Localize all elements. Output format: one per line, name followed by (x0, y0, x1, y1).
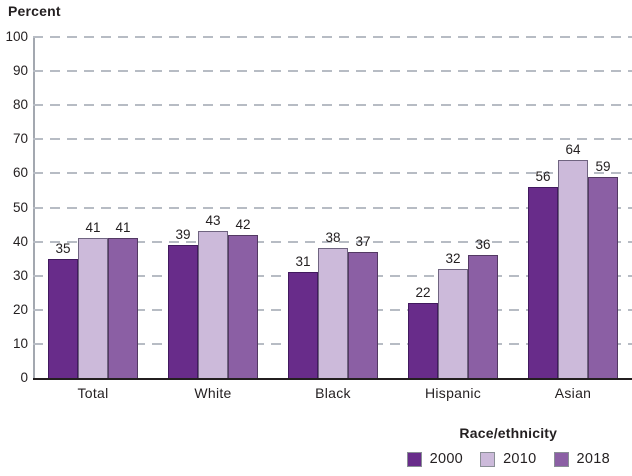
bar-total-2000 (48, 258, 78, 378)
bar-white-2010 (198, 231, 228, 378)
bar-hispanic-2018 (468, 255, 498, 378)
gridline (33, 70, 632, 73)
bar-value-label: 35 (55, 240, 71, 256)
y-tick-label: 80 (12, 97, 28, 113)
bar-asian-2018 (588, 176, 618, 378)
x-axis-line (33, 378, 632, 380)
y-tick-label: 10 (12, 335, 28, 351)
y-tick-label: 0 (20, 370, 28, 385)
bar-value-label: 37 (355, 233, 371, 249)
x-axis-category-label: Asian (554, 385, 592, 401)
y-axis-title: Percent (8, 3, 61, 19)
y-tick-label: 90 (12, 63, 28, 79)
bar-value-label: 59 (595, 158, 611, 174)
legend-item-2000: 2000 (406, 451, 464, 467)
y-tick-label: 40 (12, 233, 28, 249)
bar-hispanic-2010 (438, 268, 468, 378)
bar-asian-2010 (558, 159, 588, 378)
legend-item-label: 2018 (576, 451, 610, 467)
y-tick-label: 60 (12, 165, 28, 181)
y-axis-tick-labels: 0 10 20 30 40 50 60 70 80 90 100 (0, 29, 28, 385)
x-axis-category-label: Total (77, 385, 109, 401)
bar-black-2000 (288, 272, 318, 378)
bar-total-2018 (108, 238, 138, 378)
legend-swatch-2010 (480, 451, 496, 467)
y-tick-label: 30 (12, 267, 28, 283)
bar-value-label: 36 (475, 237, 491, 253)
gridline (33, 206, 632, 209)
bar-value-label: 38 (325, 230, 341, 246)
bar-white-2018 (228, 234, 258, 378)
x-axis-labels: Total White Black Hispanic Asian (33, 385, 632, 403)
bar-value-label: 41 (85, 220, 101, 236)
bar-hispanic-2000 (408, 302, 438, 378)
gridline (33, 172, 632, 175)
bar-value-label: 31 (295, 254, 311, 270)
y-tick-label: 100 (5, 29, 28, 44)
bar-total-2010 (78, 238, 108, 378)
bar-value-label: 42 (235, 216, 251, 232)
legend-item-2018: 2018 (553, 451, 610, 467)
legend-item-label: 2010 (503, 451, 537, 467)
gridline (33, 138, 632, 141)
bar-value-label: 64 (565, 141, 581, 157)
y-tick-label: 50 (12, 199, 28, 215)
legend-item-label: 2000 (429, 451, 464, 467)
bar-asian-2000 (528, 187, 558, 378)
y-tick-label: 20 (12, 301, 28, 317)
bar-value-label: 43 (205, 213, 221, 229)
bar-white-2000 (168, 245, 198, 378)
legend-swatch-2018 (553, 451, 569, 467)
legend-item-2010: 2010 (480, 451, 536, 467)
bar-value-label: 39 (175, 227, 191, 243)
plot-area: 35 41 41 39 43 42 31 38 37 22 32 36 56 64 59 (33, 36, 632, 380)
gridline (33, 36, 632, 38)
gridline (33, 104, 632, 107)
bar-black-2018 (348, 251, 378, 378)
legend: Race/ethnicity 2000 2010 2018 (406, 425, 610, 467)
bar-value-label: 41 (115, 220, 131, 236)
x-axis-category-label: Hispanic (424, 385, 482, 401)
legend-items: 2000 2010 2018 (406, 451, 610, 467)
legend-title: Race/ethnicity (459, 425, 558, 441)
x-axis-category-label: Black (315, 385, 351, 401)
x-axis-category-label: White (194, 385, 232, 401)
legend-swatch-2000 (406, 451, 422, 467)
bar-value-label: 56 (535, 169, 551, 185)
gridline (33, 240, 632, 243)
bar-value-label: 22 (415, 284, 431, 300)
y-tick-label: 70 (12, 131, 28, 147)
bar-value-label: 32 (445, 250, 461, 266)
bar-black-2010 (318, 248, 348, 378)
